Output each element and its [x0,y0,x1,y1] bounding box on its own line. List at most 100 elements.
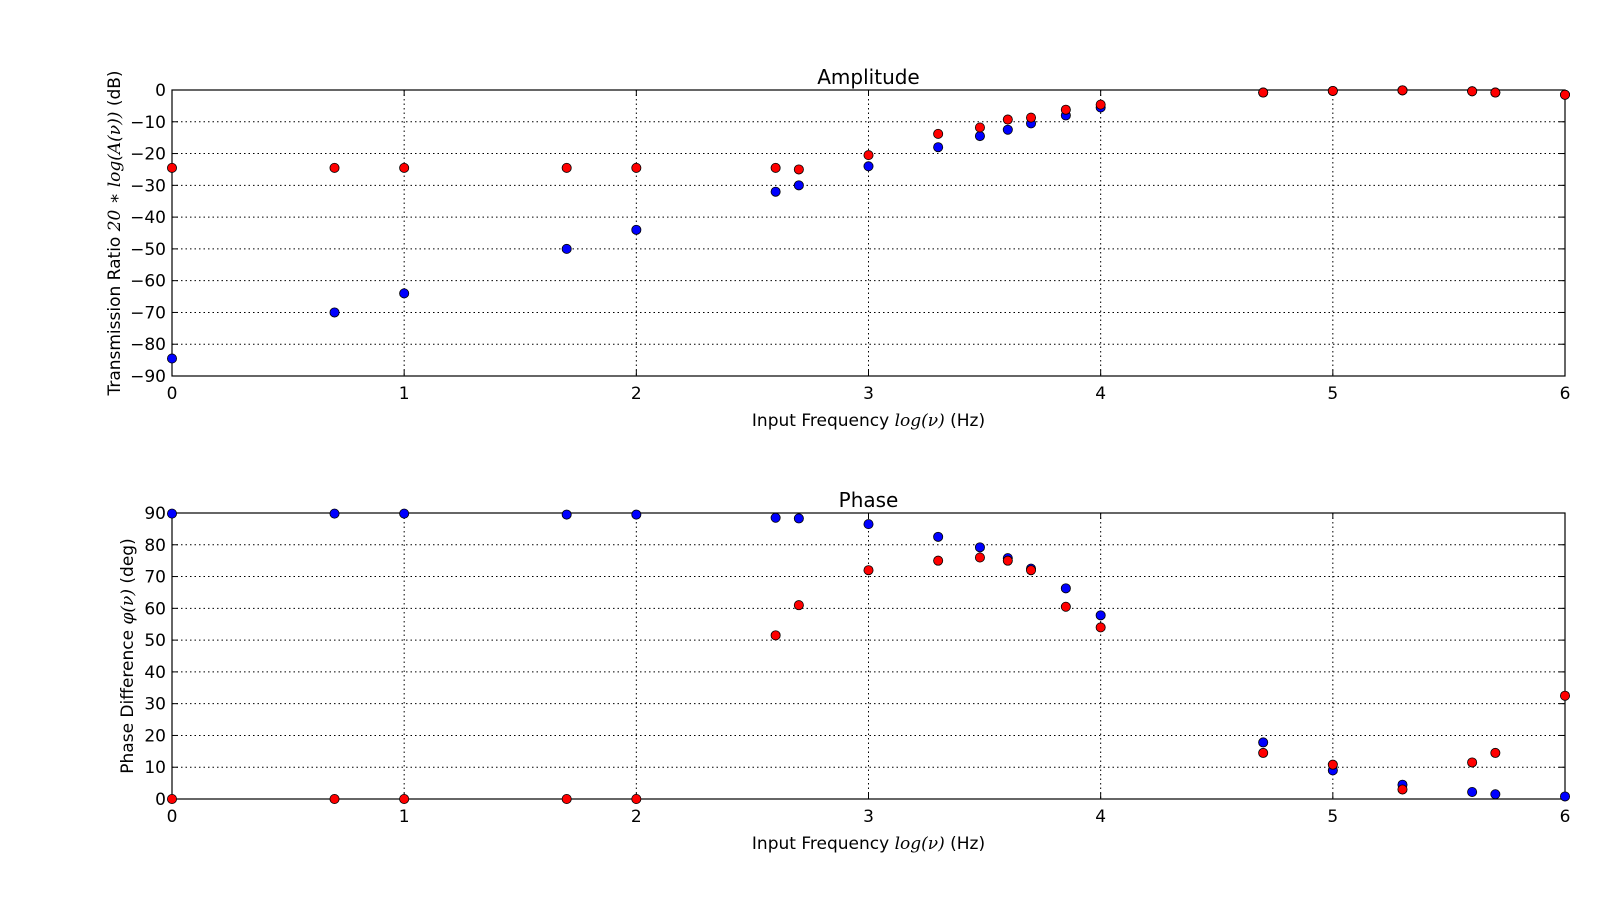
phase-xtick-label: 3 [863,807,874,827]
amplitude-point [166,162,177,173]
amplitude-point [793,180,804,191]
phase-xtick-label: 1 [399,807,410,827]
phase-point [631,509,642,520]
amplitude-ytick-label: −30 [130,176,166,196]
amplitude-point [1258,87,1269,98]
amplitude-ylabel: Transmission Ratio 20 ∗ log(A(ν)) (dB) [105,70,125,396]
amplitude-title: Amplitude [817,65,920,89]
amplitude-axes-frame [171,89,1566,377]
phase-xtick-label: 2 [631,807,642,827]
amplitude-xtick-label: 1 [399,384,410,404]
phase-point [631,794,642,805]
phase-point [863,519,874,530]
phase-point [1327,759,1338,770]
amplitude-ytick-label: −90 [130,367,166,387]
phase-point [1397,784,1408,795]
phase-point [329,794,340,805]
amplitude-point [974,131,985,142]
phase-point [1026,565,1037,576]
phase-point [793,513,804,524]
amplitude-ytick-label: −80 [130,335,166,355]
phase-ytick-label: 10 [144,758,166,778]
phase-point [793,600,804,611]
phase-series-red [166,552,1571,805]
phase-ytick-label: 60 [144,599,166,619]
phase-point [770,630,781,641]
amplitude-point [1002,114,1013,125]
phase-xtick-label: 0 [167,807,178,827]
phase-point [1060,583,1071,594]
amplitude-point [631,224,642,235]
phase-axes-frame [171,512,1566,800]
amplitude-point [863,150,874,161]
phase-point [933,555,944,566]
amplitude-series-red [166,85,1571,175]
amplitude-point [561,243,572,254]
phase-point [1258,737,1269,748]
phase-point [1095,610,1106,621]
phase-xtick-label: 5 [1327,807,1338,827]
amplitude-xtick-label: 6 [1560,384,1571,404]
phase-ytick-label: 40 [144,663,166,683]
amplitude-point [561,162,572,173]
phase-point [1490,789,1501,800]
amplitude-point [1560,89,1571,100]
phase-point [1258,747,1269,758]
phase-point [1467,787,1478,798]
amplitude-point [1026,112,1037,123]
amplitude-ytick-label: −60 [130,272,166,292]
phase-point [166,794,177,805]
amplitude-ytick-label: 0 [155,81,166,101]
amplitude-xtick-label: 4 [1095,384,1106,404]
amplitude-point [770,162,781,173]
amplitude-point [1490,87,1501,98]
phase-point [863,565,874,576]
phase-xtick-label: 6 [1560,807,1571,827]
phase-point [329,508,340,519]
amplitude-point [770,186,781,197]
amplitude-point [1095,99,1106,110]
amplitude-point [1467,86,1478,97]
amplitude-xlabel: Input Frequency log(ν) (Hz) [752,411,985,431]
phase-ytick-label: 0 [155,790,166,810]
phase-ytick-label: 30 [144,695,166,715]
phase-point [561,509,572,520]
phase-point [399,794,410,805]
phase-title: Phase [839,488,899,512]
amplitude-point [329,162,340,173]
amplitude-ytick-label: −40 [130,208,166,228]
phase-point [1560,791,1571,802]
amplitude-point [399,288,410,299]
phase-point [974,542,985,553]
amplitude-point [1002,124,1013,135]
amplitude-point [863,161,874,172]
amplitude-xtick-label: 2 [631,384,642,404]
amplitude-ytick-label: −70 [130,303,166,323]
amplitude-point [933,142,944,153]
phase-ytick-label: 50 [144,631,166,651]
phase-point [933,531,944,542]
phase-point [1060,601,1071,612]
phase-point [166,508,177,519]
phase-point [974,552,985,563]
amplitude-ytick-label: −10 [130,113,166,133]
phase-xtick-label: 4 [1095,807,1106,827]
amplitude-point [1397,85,1408,96]
amplitude-point [166,353,177,364]
phase-point [399,508,410,519]
phase-ytick-label: 80 [144,536,166,556]
amplitude-point [631,162,642,173]
amplitude-point [1060,104,1071,115]
phase-ylabel: Phase Difference φ(ν) (deg) [118,538,138,773]
phase-point [561,794,572,805]
amplitude-xtick-label: 0 [167,384,178,404]
amplitude-point [974,122,985,133]
phase-panel: 0 1 2 3 4 5 6 90 80 70 60 50 40 30 20 10 0 Phase Input Fre… [118,488,1570,854]
amplitude-point [1327,85,1338,96]
amplitude-point [329,307,340,318]
amplitude-point [933,128,944,139]
amplitude-xtick-label: 3 [863,384,874,404]
amplitude-panel: 0 1 2 3 4 5 6 0 −10 −20 −30 −40 −50 −60 −70 −80 −90 Ampli… [105,65,1570,431]
amplitude-point [399,162,410,173]
